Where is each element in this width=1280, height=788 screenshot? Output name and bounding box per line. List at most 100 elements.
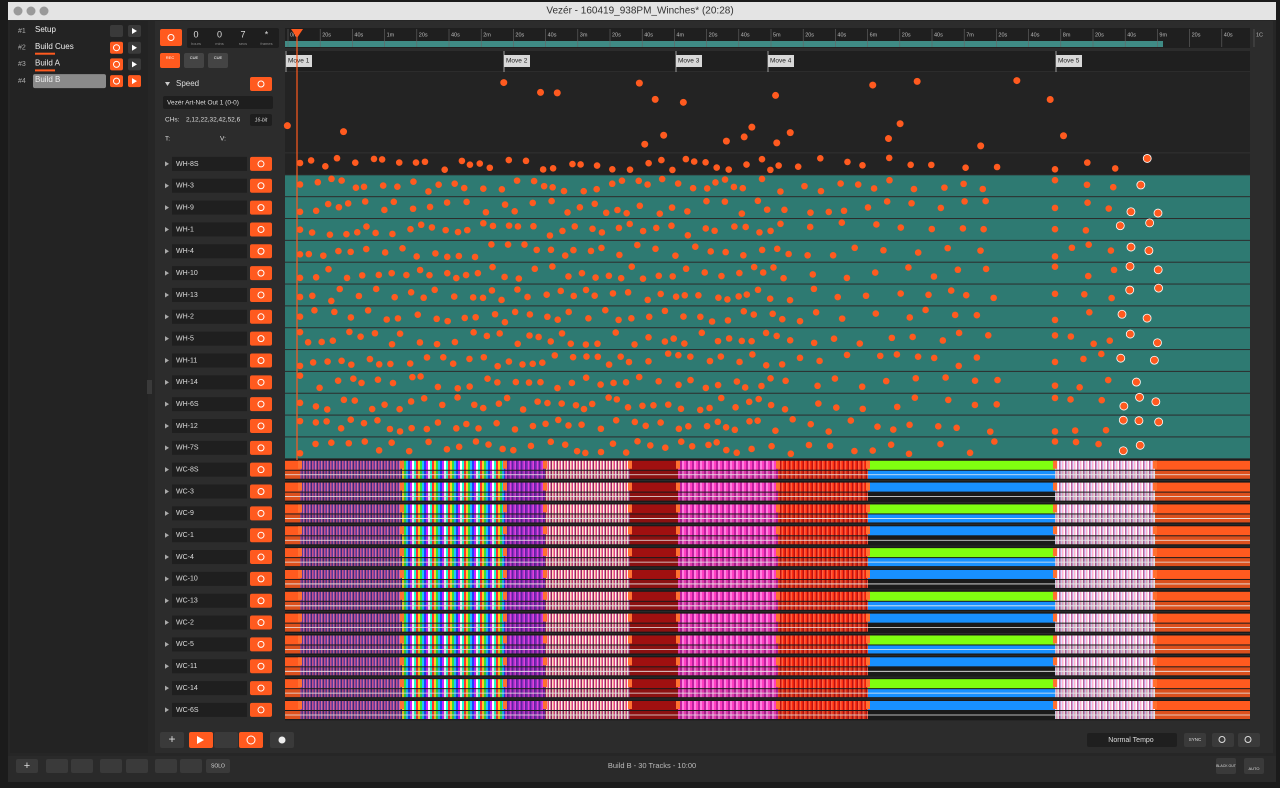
keyframe[interactable] <box>707 248 715 255</box>
keyframe[interactable] <box>527 442 535 450</box>
keyframe[interactable] <box>947 287 955 294</box>
keyframe[interactable] <box>1051 176 1059 184</box>
keyframe[interactable] <box>343 230 350 238</box>
expand-arrow[interactable] <box>165 510 169 516</box>
keyframe[interactable] <box>681 291 689 299</box>
keyframe[interactable] <box>1105 205 1113 212</box>
keyframe[interactable] <box>941 184 948 191</box>
status-button[interactable] <box>46 759 68 773</box>
keyframe[interactable] <box>1106 337 1114 345</box>
keyframe[interactable] <box>657 419 664 426</box>
keyframe[interactable] <box>831 375 839 382</box>
keyframe[interactable] <box>387 360 394 368</box>
keyframe[interactable] <box>388 269 396 277</box>
keyframe[interactable] <box>601 306 609 314</box>
keyframe[interactable] <box>1109 183 1117 191</box>
keyframe[interactable] <box>684 208 691 215</box>
keyframe[interactable] <box>687 353 694 360</box>
keyframe[interactable] <box>489 263 496 271</box>
keyframe[interactable] <box>805 441 813 449</box>
keyframe[interactable] <box>308 229 316 236</box>
keyframe[interactable] <box>1051 438 1059 445</box>
keyframe[interactable] <box>454 228 462 236</box>
keyframe[interactable] <box>587 247 595 255</box>
keyframe[interactable] <box>1051 204 1059 212</box>
keyframe[interactable] <box>515 275 523 282</box>
keyframe[interactable] <box>767 375 774 382</box>
keyframe[interactable] <box>588 400 596 408</box>
keyframe[interactable] <box>396 405 403 413</box>
keyframe[interactable] <box>685 423 692 430</box>
keyframe[interactable] <box>796 317 804 325</box>
keyframe[interactable] <box>568 379 576 387</box>
close-button[interactable] <box>13 6 23 16</box>
keyframe[interactable] <box>375 447 383 454</box>
keyframe[interactable] <box>394 183 401 190</box>
keyframe[interactable] <box>355 292 363 300</box>
keyframe[interactable] <box>962 291 970 299</box>
keyframe[interactable] <box>655 272 663 280</box>
keyframe[interactable] <box>511 208 518 215</box>
keyframe[interactable] <box>345 439 353 447</box>
keyframe[interactable] <box>312 207 320 215</box>
keyframe[interactable] <box>745 398 753 406</box>
keyframe[interactable] <box>703 197 710 205</box>
keyframe[interactable] <box>565 308 573 316</box>
keyframe[interactable] <box>296 328 304 336</box>
keyframe[interactable] <box>722 424 730 431</box>
keyframe[interactable] <box>690 158 698 165</box>
keyframe[interactable] <box>395 159 403 166</box>
keyframe[interactable] <box>312 273 320 281</box>
keyframe[interactable] <box>296 372 304 379</box>
keyframe[interactable] <box>858 383 866 391</box>
keyframe[interactable] <box>817 187 825 195</box>
expand-arrow[interactable] <box>165 205 169 211</box>
keyframe[interactable] <box>714 418 722 426</box>
keyframe[interactable] <box>505 358 513 365</box>
keyframe[interactable] <box>754 417 761 424</box>
cue-marker[interactable] <box>768 55 794 67</box>
keyframe[interactable] <box>364 307 372 314</box>
keyframe[interactable] <box>399 245 406 252</box>
keyframe[interactable] <box>758 382 765 390</box>
keyframe[interactable] <box>416 266 424 274</box>
keyframe[interactable] <box>668 222 675 230</box>
keyframe[interactable] <box>961 198 968 205</box>
keyframe[interactable] <box>658 175 666 183</box>
keyframe[interactable] <box>451 338 459 346</box>
keyframe[interactable] <box>777 188 784 195</box>
keyframe[interactable] <box>740 308 748 315</box>
keyframe[interactable] <box>567 340 575 347</box>
keyframe[interactable] <box>360 419 368 427</box>
keyframe[interactable] <box>614 206 621 214</box>
keyframe[interactable] <box>353 229 361 236</box>
keyframe[interactable] <box>421 158 429 166</box>
keyframe[interactable] <box>703 185 711 192</box>
keyframe[interactable] <box>1086 308 1093 316</box>
keyframe[interactable] <box>455 252 463 260</box>
keyframe[interactable] <box>1104 376 1112 384</box>
keyframe[interactable] <box>474 269 482 277</box>
keyframe[interactable] <box>334 377 342 384</box>
keyframe[interactable] <box>296 293 304 301</box>
keyframe[interactable] <box>554 384 561 392</box>
keyframe[interactable] <box>350 375 357 382</box>
collapse-handle[interactable] <box>147 380 152 394</box>
keyframe[interactable] <box>451 180 459 187</box>
minimize-button[interactable] <box>26 6 36 16</box>
keyframe[interactable] <box>1067 396 1074 403</box>
keyframe[interactable] <box>1083 159 1091 166</box>
keyframe[interactable] <box>615 224 623 232</box>
keyframe[interactable] <box>826 442 834 450</box>
keyframe[interactable] <box>854 181 862 188</box>
keyframe[interactable] <box>389 379 397 387</box>
keyframe[interactable] <box>372 229 379 237</box>
keyframe[interactable] <box>731 223 738 230</box>
keyframe[interactable] <box>816 357 823 365</box>
keyframe[interactable] <box>681 340 688 347</box>
keyframe[interactable] <box>565 273 572 280</box>
composition-name[interactable]: Setup <box>35 25 56 34</box>
keyframe[interactable] <box>1154 417 1164 427</box>
power-button[interactable] <box>250 244 272 259</box>
keyframe[interactable] <box>914 249 922 256</box>
